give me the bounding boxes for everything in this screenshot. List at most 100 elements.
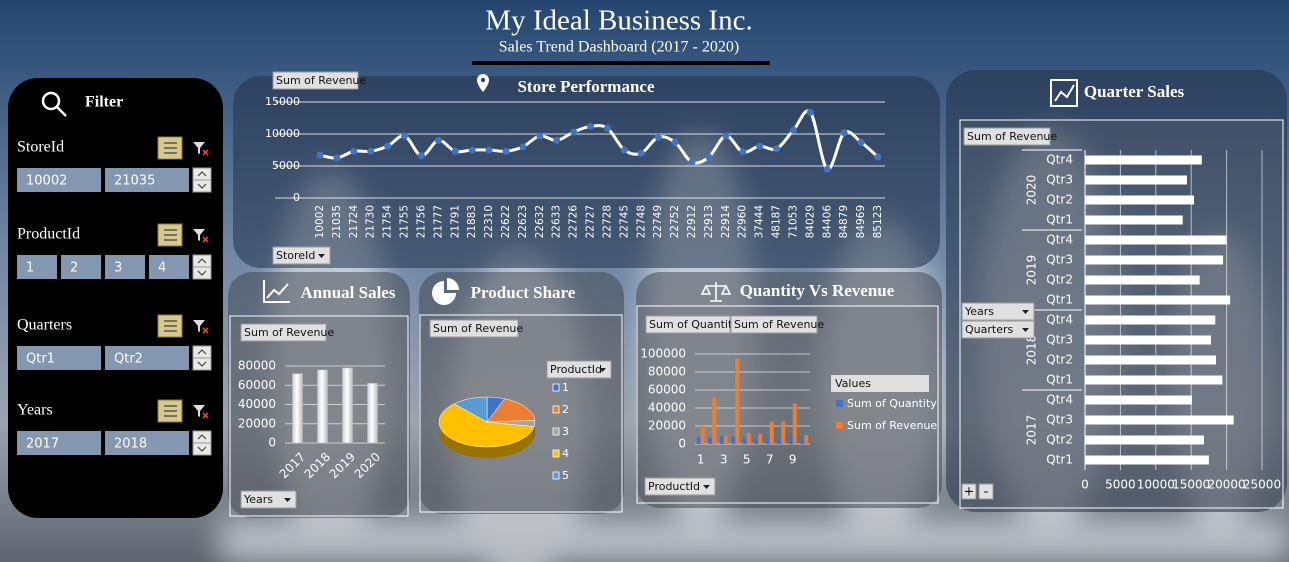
scroll-up[interactable] (192, 430, 212, 444)
expand-button[interactable]: - (978, 483, 994, 500)
bar (719, 435, 724, 444)
y-tick-label: 5000 (272, 159, 300, 172)
trend-icon (1050, 79, 1078, 107)
slicer-title: ProductId (17, 226, 80, 243)
clear-filter-button[interactable] (193, 229, 209, 243)
item-label: 2 (70, 261, 78, 276)
bar (1085, 375, 1223, 385)
scroll-face (192, 179, 212, 193)
field-button[interactable]: Years (240, 490, 297, 509)
field-button[interactable]: Quarters (961, 320, 1035, 339)
scroll-down[interactable] (192, 179, 212, 193)
slicer-item[interactable]: 2018 (105, 431, 189, 455)
field-button[interactable]: Sum of Revenue (240, 323, 334, 342)
field-button[interactable]: Sum of Revenue (963, 127, 1057, 146)
x-tick-label: 21883 (466, 205, 478, 238)
slicer-item[interactable]: 3 (105, 255, 145, 279)
button-face (240, 490, 297, 509)
slicer-item[interactable]: 4 (149, 255, 189, 279)
field-button[interactable]: StoreId (272, 246, 331, 265)
pie-icon (432, 278, 459, 305)
clear-x (202, 412, 209, 419)
multi-select-button[interactable] (157, 314, 183, 338)
point (401, 132, 409, 140)
panel-title: Quantity Vs Revenue (740, 281, 895, 300)
field-button[interactable]: ProductId (644, 477, 716, 496)
scroll-face (192, 357, 212, 371)
button-face (546, 360, 612, 379)
bar (746, 433, 751, 444)
slicer-item[interactable]: 21035 (105, 168, 189, 192)
bar (1085, 435, 1204, 445)
bar (1085, 315, 1216, 325)
dropdown-arrow (318, 254, 325, 258)
field-button[interactable]: Years (961, 302, 1035, 321)
legend-label: 3 (562, 425, 569, 438)
funnel (193, 229, 205, 241)
store-panel (233, 76, 940, 268)
scroll-up[interactable] (192, 167, 212, 181)
scroll-down[interactable] (192, 266, 212, 280)
slicer-item[interactable]: 1 (17, 255, 57, 279)
legend-swatch (552, 427, 560, 436)
multi-select-button[interactable] (157, 223, 183, 247)
funnel (193, 320, 205, 332)
point (587, 122, 595, 130)
field-button[interactable]: Sum of Revenue (730, 315, 824, 334)
y-tick-label: 60000 (648, 383, 686, 397)
x-tick-label: 22960 (737, 205, 749, 238)
point (468, 146, 476, 154)
field-button[interactable]: Sum of Quantity (645, 315, 739, 334)
legend-swatch (552, 471, 560, 480)
bar (1085, 415, 1234, 425)
item-label: 4 (158, 261, 166, 276)
item-face (17, 168, 101, 192)
scroll-arrow (197, 434, 207, 440)
slicer-item[interactable]: Qtr2 (105, 346, 189, 370)
slicer-item[interactable]: 2 (61, 255, 101, 279)
dropdown-arrow (284, 498, 291, 502)
panel-title: Store Performance (517, 77, 654, 96)
field-button[interactable]: Sum of Revenue (272, 71, 366, 90)
field-button[interactable]: ProductId (546, 360, 612, 379)
slicer-item[interactable]: Qtr1 (17, 346, 101, 370)
x-tick-label: 15000 (1172, 478, 1210, 492)
clear-filter-button[interactable] (193, 320, 209, 334)
point (688, 158, 696, 166)
x-tick-label: 10002 (314, 205, 326, 238)
y-tick-label: 80000 (238, 359, 276, 373)
x-tick-label: 22912 (686, 205, 698, 238)
field-button[interactable]: Sum of Revenue (429, 319, 523, 338)
item-face (105, 431, 189, 455)
multi-select-button[interactable] (157, 399, 183, 423)
expand-button[interactable]: + (961, 483, 977, 500)
scroll-down[interactable] (192, 357, 212, 371)
button-label: Years (243, 493, 273, 506)
button-label: Sum of Revenue (433, 322, 523, 335)
item-face (105, 168, 189, 192)
dashboard-subtitle: Sales Trend Dashboard (2017 - 2020) (499, 39, 739, 56)
button-label: Sum of Quantity (649, 318, 739, 331)
legend-label: 2 (562, 403, 569, 416)
x-tick-label: 22748 (635, 205, 647, 238)
bar (1085, 355, 1216, 365)
slicer-item[interactable]: 2017 (17, 431, 101, 455)
slicer-item[interactable]: 10002 (17, 168, 101, 192)
funnel (193, 405, 205, 417)
x-tick-label: 10000 (1137, 478, 1175, 492)
x-tick-label: 21755 (399, 205, 411, 238)
multi-select-button[interactable] (157, 136, 183, 160)
clear-filter-button[interactable] (193, 142, 209, 156)
scroll-up[interactable] (192, 345, 212, 359)
y-tick-label: Qtr1 (1046, 293, 1073, 307)
bar (1085, 215, 1183, 225)
bar (1085, 335, 1212, 345)
clear-filter-button[interactable] (193, 405, 209, 419)
y-tick-label: 60000 (238, 378, 276, 392)
legend-swatch (552, 383, 560, 392)
panel-title: Product Share (471, 283, 576, 302)
scroll-down[interactable] (192, 442, 212, 456)
x-tick-label: 22632 (534, 205, 546, 238)
button-label: Sum of Revenue (734, 318, 824, 331)
scroll-up[interactable] (192, 254, 212, 268)
